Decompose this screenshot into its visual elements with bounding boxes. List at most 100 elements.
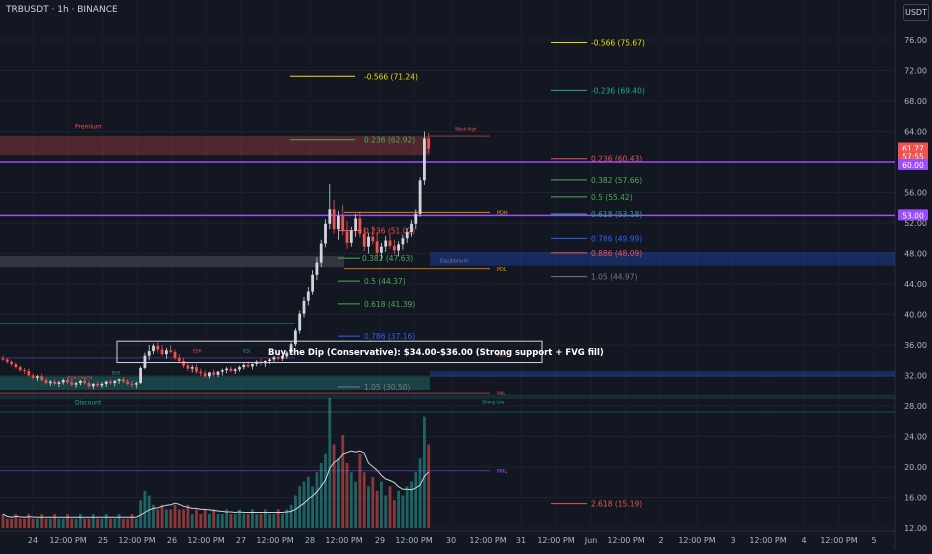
volume-bar [36, 518, 39, 528]
candle-body [169, 350, 173, 352]
candle-body [220, 370, 224, 372]
pwl-label: PWL [497, 391, 506, 396]
buy-zone-label: Buy the Dip (Conservative): $34.00-$36.0… [268, 348, 604, 358]
fib-level-label: 0.5 (44.37) [364, 277, 406, 286]
candle-body [122, 379, 125, 382]
currency-button[interactable]: USDT [903, 4, 929, 21]
volume-bar [341, 435, 345, 528]
volume-bar [169, 509, 173, 528]
volume-bar [173, 504, 177, 528]
volume-bar [53, 514, 56, 528]
volume-bar [388, 486, 392, 528]
candle-body [311, 274, 314, 292]
volume-bar [229, 514, 233, 528]
volume-bar [130, 514, 134, 528]
strong-low-label: Strong Low [482, 400, 505, 405]
volume-bar [14, 514, 18, 528]
volume-bar [61, 518, 65, 528]
fib-level-label: 0.236 (51.02) [364, 226, 415, 235]
candle-body [195, 367, 198, 372]
volume-bar [190, 514, 194, 528]
x-tick-label: 3 [730, 536, 735, 545]
price-tag [898, 209, 928, 221]
candle-body [233, 369, 237, 371]
volume-bar [10, 518, 13, 528]
candle-body [225, 368, 228, 371]
volume-bar [143, 490, 147, 528]
eqh-choch-label: EQH CHoCH [68, 375, 92, 380]
fib-level-label: 0.382 (47.63) [362, 254, 413, 263]
candle-body [165, 350, 168, 355]
candle-body [354, 218, 357, 231]
candle-body [48, 381, 52, 384]
y-tick-label: 68.00 [904, 97, 927, 106]
y-tick-label: 72.00 [904, 67, 927, 76]
x-tick-label: 12:00 PM [820, 536, 857, 545]
fib-level-label: 0.382 (57.66) [591, 176, 642, 185]
volume-bar [199, 514, 203, 528]
volume-bar [405, 486, 409, 528]
volume-bar [380, 481, 383, 528]
volume-bar [362, 472, 366, 528]
x-tick-label: 30 [446, 536, 456, 545]
weak-high-label: Weak High [455, 127, 477, 132]
volume-bar [220, 514, 224, 528]
candle-body [358, 218, 362, 234]
pwh-label: PWH [497, 352, 506, 357]
price-tag-label: 57:55 [902, 153, 924, 162]
candle-body [199, 371, 203, 374]
x-tick-label: 12:00 PM [325, 536, 362, 545]
candle-body [70, 382, 74, 385]
candle-body [104, 381, 108, 384]
candle-body [242, 364, 246, 368]
candle-body [276, 357, 280, 359]
candle-body [173, 351, 177, 358]
volume-bar [397, 490, 400, 528]
volume-bar [40, 514, 44, 528]
candle-body [418, 180, 422, 214]
volume-bar [177, 509, 181, 528]
fib-level-label: -0.236 (69.40) [591, 86, 645, 95]
volume-bar [418, 458, 422, 528]
candle-body [79, 380, 82, 384]
volume-bar [367, 486, 370, 528]
candle-body [109, 381, 112, 384]
candle-body [74, 383, 78, 385]
volume-bar [251, 509, 254, 528]
volume-bar [414, 472, 418, 528]
x-tick-label: 26 [167, 536, 177, 545]
x-tick-label: 12:00 PM [118, 536, 155, 545]
volume-bar [392, 500, 396, 528]
volume-bar [349, 472, 353, 528]
volume-bar [57, 518, 61, 528]
x-tick-label: 5 [871, 536, 876, 545]
candle-body [83, 380, 87, 384]
eql-label: EQL [243, 349, 252, 354]
volume-bar [182, 509, 185, 528]
volume-bar [104, 514, 108, 528]
volume-bar [358, 453, 362, 528]
volume-bar [212, 509, 216, 528]
candle-body [371, 236, 375, 242]
volume-bar [371, 476, 375, 528]
symbol-title: TRBUSDT · 1h · BINANCE [6, 5, 118, 15]
volume-bar [96, 518, 99, 528]
volume-bar [203, 509, 207, 528]
volume-bar [160, 504, 164, 528]
candle-body [285, 352, 289, 357]
fib-level-label: 1.05 (44.97) [591, 273, 637, 282]
candle-body [152, 345, 155, 352]
candle-body [349, 230, 353, 243]
candle-body [388, 240, 392, 246]
volume-bar [306, 476, 310, 528]
candle-body [268, 359, 271, 362]
volume-bar [332, 444, 336, 528]
candle-body [375, 241, 379, 253]
volume-bar [328, 398, 332, 528]
volume-bar [208, 514, 211, 528]
candle-body [66, 380, 69, 383]
volume-bar [70, 518, 74, 528]
fib-level-label: 2.618 (15.19) [591, 500, 642, 509]
